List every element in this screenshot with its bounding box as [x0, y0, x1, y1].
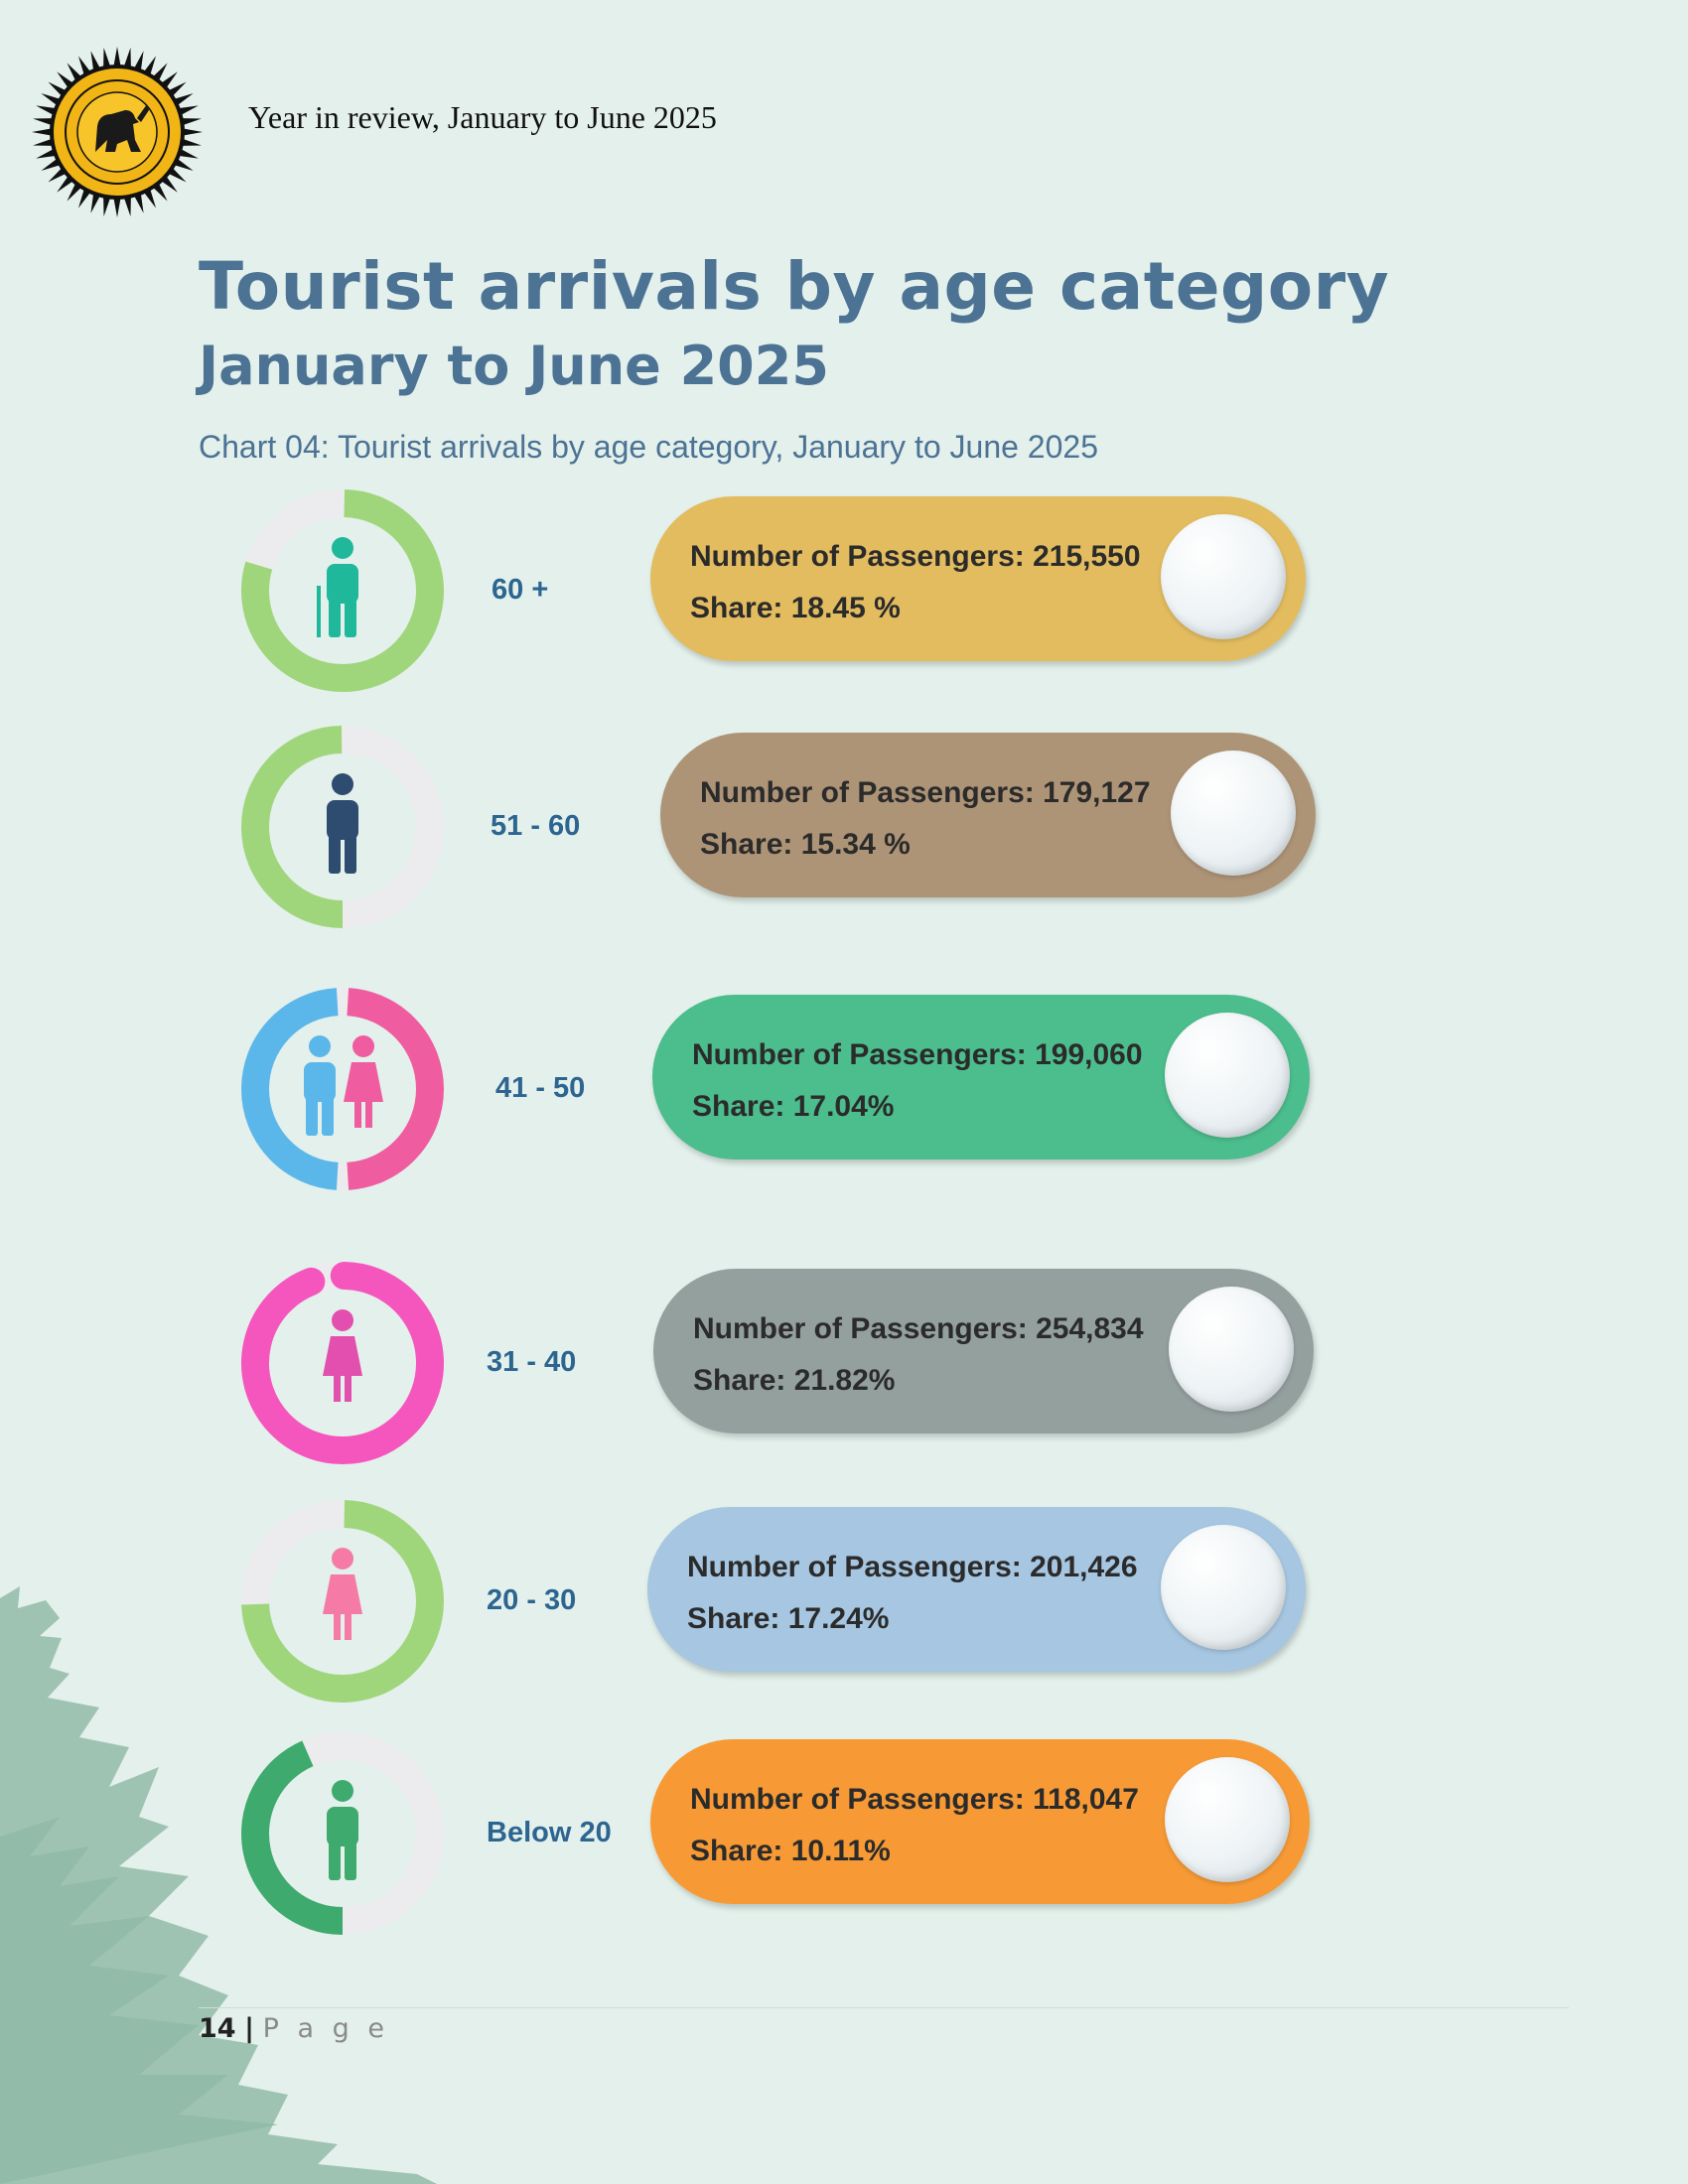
age-label: 31 - 40	[487, 1346, 577, 1378]
man-and-woman-icon	[304, 1035, 383, 1136]
age-donut-1	[241, 726, 444, 928]
header-text: Year in review, January to June 2025	[248, 99, 717, 135]
age-category-row: 41 - 50 Number of Passengers: 199,060 Shar…	[0, 985, 1688, 1213]
age-donut-2	[241, 988, 444, 1190]
child-icon	[327, 1780, 358, 1880]
share-value: Share: 15.34 %	[700, 828, 911, 861]
woman-icon	[323, 1309, 362, 1402]
age-donut-3	[241, 1262, 444, 1464]
age-donut-0	[241, 489, 444, 692]
page-title: Tourist arrivals by age category	[199, 248, 1390, 325]
young-woman-icon	[323, 1548, 362, 1640]
passenger-info-pill: Number of Passengers: 199,060 Share: 17.0…	[652, 995, 1310, 1160]
page-word: P a g e	[262, 2013, 389, 2044]
age-category-row: Below 20 Number of Passengers: 118,047 Sha…	[0, 1729, 1688, 1958]
age-category-row: 31 - 40 Number of Passengers: 254,834 Shar…	[0, 1259, 1688, 1487]
toggle-knob	[1165, 1757, 1290, 1882]
share-value: Share: 17.04%	[692, 1090, 895, 1123]
toggle-knob	[1165, 1013, 1290, 1138]
elderly-person-icon	[317, 537, 358, 637]
age-label: 60 +	[492, 574, 549, 606]
passenger-info-pill: Number of Passengers: 215,550 Share: 18.4…	[650, 496, 1306, 661]
age-label: Below 20	[487, 1817, 612, 1848]
passenger-info-pill: Number of Passengers: 118,047 Share: 10.1…	[650, 1739, 1310, 1904]
page-title-period: January to June 2025	[199, 335, 829, 397]
passenger-info-pill: Number of Passengers: 179,127 Share: 15.3…	[660, 733, 1316, 897]
age-donut-5	[241, 1732, 444, 1935]
passengers-count: Number of Passengers: 179,127	[700, 776, 1151, 809]
share-value: Share: 17.24%	[687, 1602, 890, 1635]
man-icon	[327, 773, 358, 874]
passenger-info-pill: Number of Passengers: 201,426 Share: 17.2…	[647, 1507, 1306, 1672]
age-category-row: 51 - 60 Number of Passengers: 179,127 Shar…	[0, 723, 1688, 951]
passengers-count: Number of Passengers: 118,047	[690, 1783, 1139, 1816]
decorative-brush-splash	[0, 1586, 437, 2184]
age-donut-4	[241, 1500, 444, 1703]
toggle-knob	[1169, 1287, 1294, 1412]
age-category-row: 20 - 30 Number of Passengers: 201,426 Shar…	[0, 1497, 1688, 1725]
passengers-count: Number of Passengers: 201,426	[687, 1551, 1138, 1583]
toggle-knob	[1171, 751, 1296, 876]
footer-divider	[199, 2007, 1569, 2008]
age-label: 41 - 50	[495, 1072, 586, 1104]
share-value: Share: 21.82%	[693, 1364, 896, 1397]
page-number-value: 14	[199, 2013, 236, 2044]
age-label: 51 - 60	[491, 810, 581, 842]
toggle-knob	[1161, 514, 1286, 639]
share-value: Share: 10.11%	[690, 1835, 891, 1867]
share-value: Share: 18.45 %	[690, 592, 901, 624]
sri-lanka-tourism-seal-logo	[32, 47, 203, 217]
page-number-separator: |	[244, 2013, 255, 2044]
passengers-count: Number of Passengers: 254,834	[693, 1312, 1144, 1345]
chart-caption: Chart 04: Tourist arrivals by age catego…	[199, 429, 1098, 465]
passenger-info-pill: Number of Passengers: 254,834 Share: 21.8…	[653, 1269, 1314, 1433]
passengers-count: Number of Passengers: 199,060	[692, 1038, 1143, 1071]
page-number: 14 | P a g e	[199, 2013, 389, 2044]
passengers-count: Number of Passengers: 215,550	[690, 540, 1141, 573]
toggle-knob	[1161, 1525, 1286, 1650]
age-category-row: 60 + Number of Passengers: 215,550 Share: …	[0, 486, 1688, 715]
age-label: 20 - 30	[487, 1584, 577, 1616]
